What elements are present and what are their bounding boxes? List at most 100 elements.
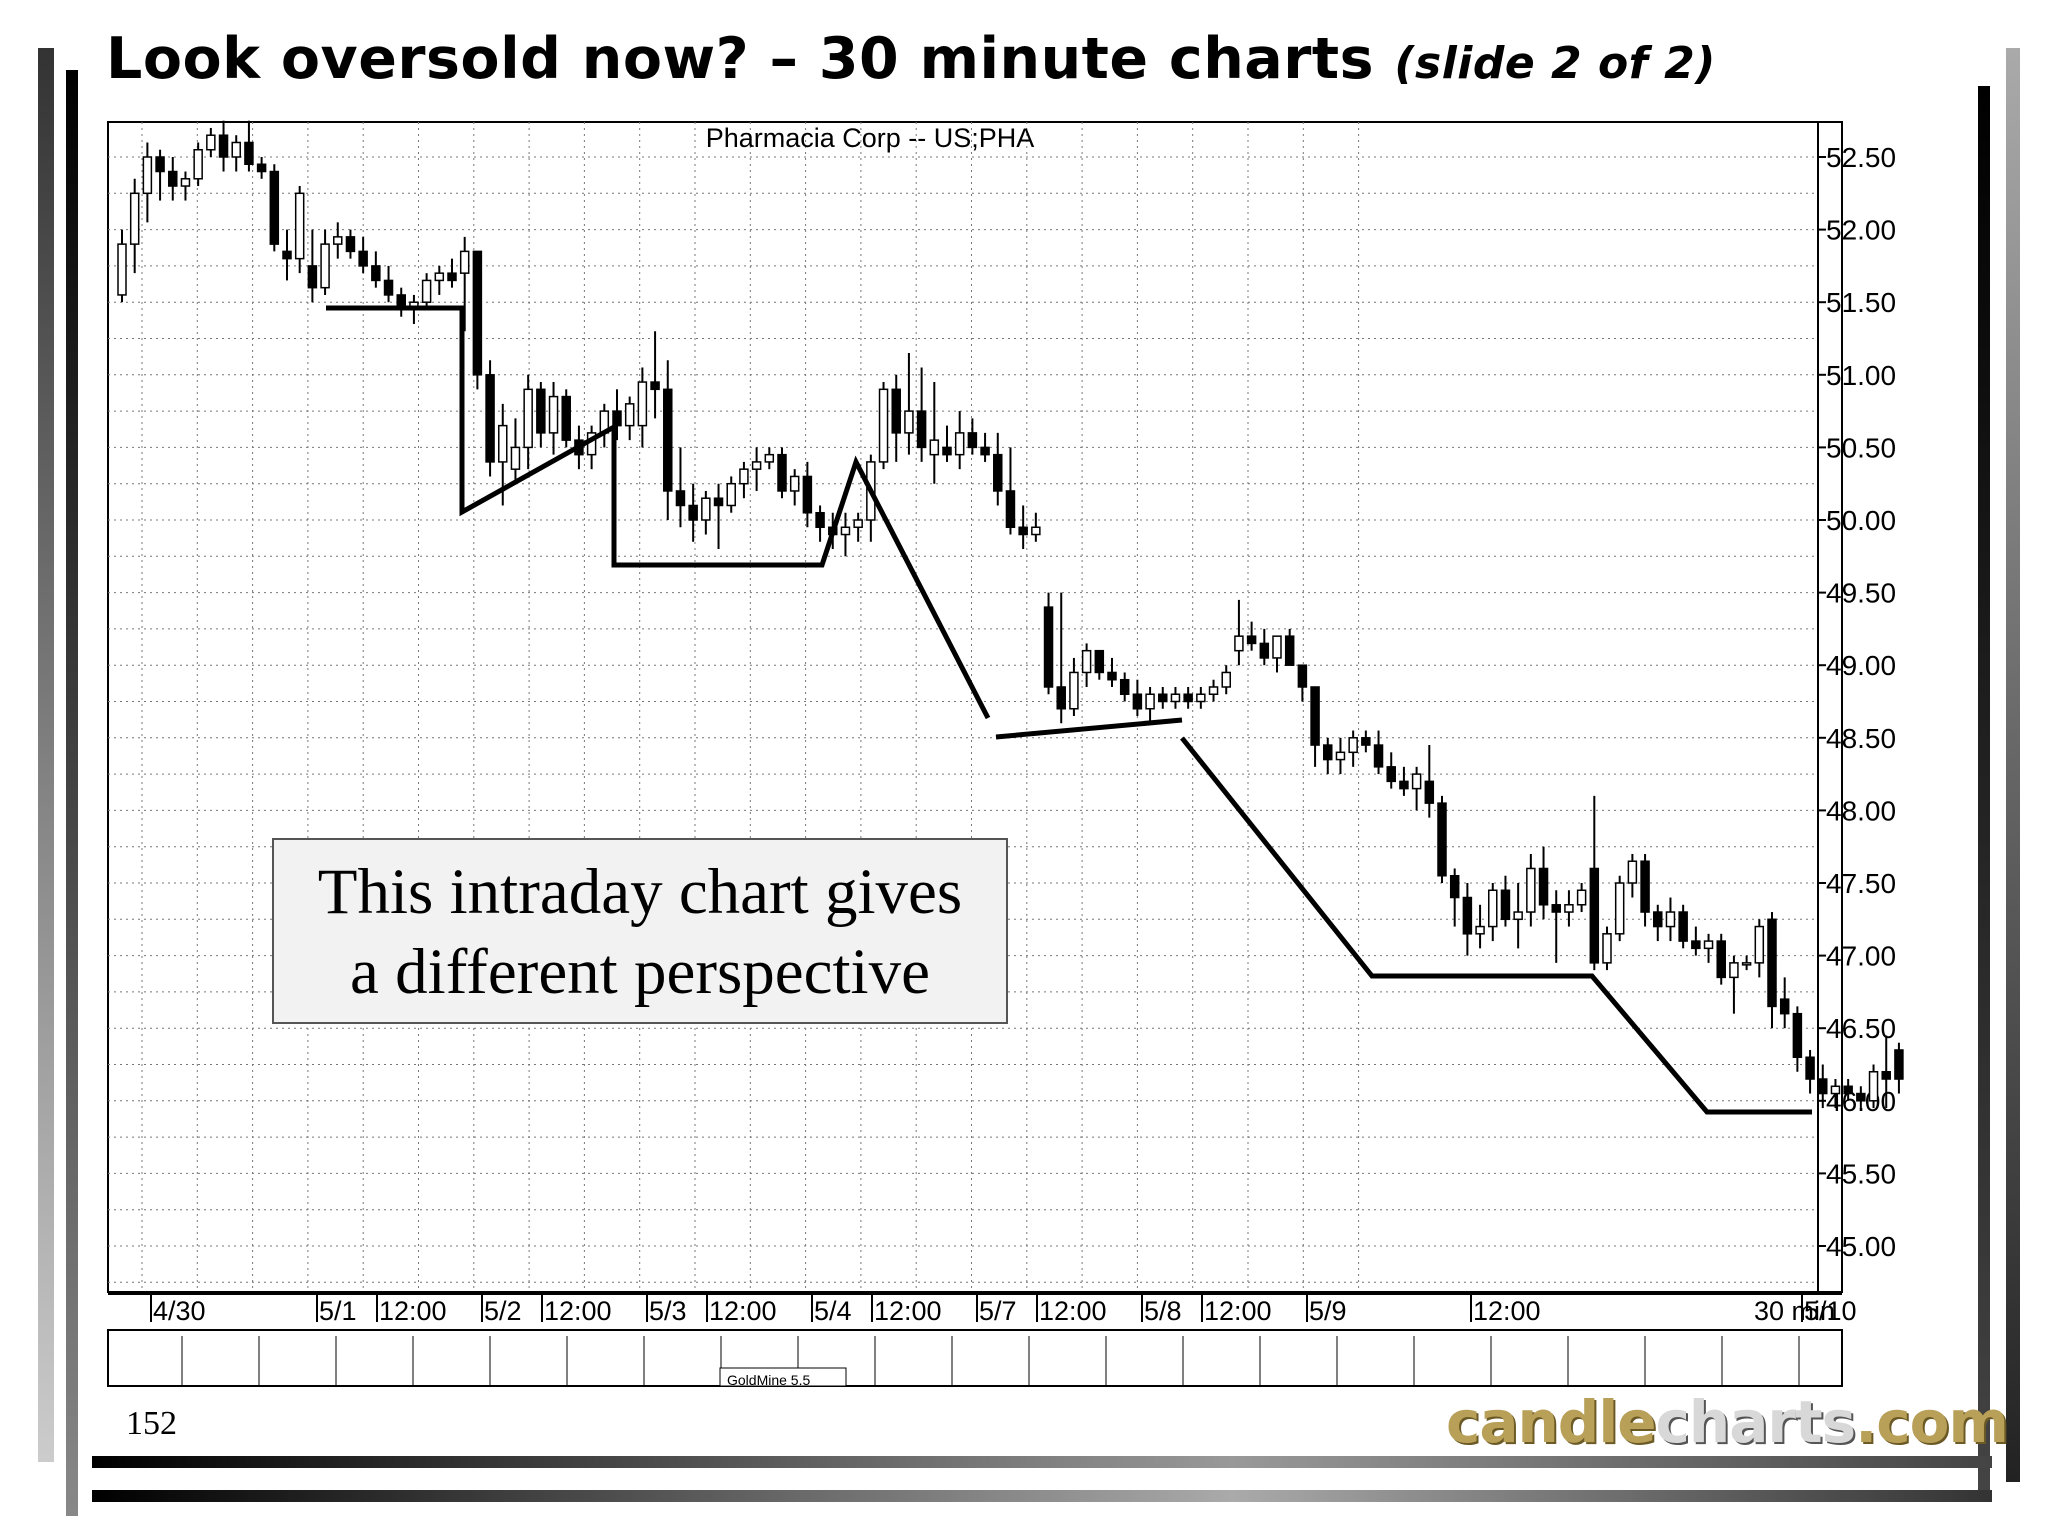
y-tick-label: 45.00 bbox=[1826, 1231, 1896, 1262]
chart-title: Pharmacia Corp -- US;PHA bbox=[706, 123, 1035, 153]
candle-body bbox=[1272, 635, 1282, 659]
slide-title-main: Look oversold now? – 30 minute charts bbox=[106, 26, 1375, 92]
candle-body bbox=[1335, 751, 1346, 761]
candle-body bbox=[333, 236, 343, 245]
candle-body bbox=[1069, 671, 1079, 710]
bottom-bar-2 bbox=[92, 1490, 1992, 1502]
candle-body bbox=[307, 265, 318, 289]
candle-body bbox=[1868, 1071, 1879, 1102]
candle-body bbox=[1158, 693, 1168, 703]
candle-body bbox=[383, 279, 394, 296]
candle-body bbox=[498, 424, 508, 463]
candle-body bbox=[1259, 642, 1270, 659]
candle-body bbox=[853, 519, 863, 529]
candle-body bbox=[1208, 686, 1219, 695]
candle-body bbox=[1500, 889, 1511, 921]
y-tick-label: 48.50 bbox=[1826, 723, 1896, 754]
candle-body bbox=[891, 388, 901, 434]
y-tick-label: 50.50 bbox=[1826, 432, 1896, 463]
candle-body bbox=[117, 243, 127, 296]
candle-body bbox=[1284, 635, 1295, 666]
candle-body bbox=[1856, 1092, 1866, 1102]
y-tick-label: 52.00 bbox=[1826, 215, 1896, 246]
candlecharts-logo: candlecharts.com bbox=[1446, 1388, 2009, 1456]
candle-body bbox=[1411, 773, 1422, 790]
x-tick-label: 5/1 bbox=[319, 1296, 357, 1326]
candle-body bbox=[1894, 1049, 1904, 1080]
page-number: 152 bbox=[126, 1405, 177, 1442]
candle-body bbox=[650, 381, 660, 391]
candle-body bbox=[1691, 940, 1701, 950]
candle-body bbox=[1818, 1078, 1828, 1095]
candle-body bbox=[206, 134, 216, 151]
candle-body bbox=[142, 156, 153, 195]
candle-body bbox=[155, 156, 165, 173]
candle-body bbox=[1653, 911, 1663, 928]
x-tick-label: 5/8 bbox=[1144, 1296, 1182, 1326]
candle-body bbox=[510, 446, 521, 470]
candle-body bbox=[1462, 896, 1473, 935]
right-bar-inner bbox=[1978, 86, 1990, 1492]
x-tick-label: 12:00 bbox=[1473, 1296, 1541, 1326]
candle-body bbox=[980, 446, 990, 456]
candle-body bbox=[726, 482, 736, 507]
candle-body bbox=[421, 279, 432, 303]
candle-body bbox=[612, 410, 622, 427]
candle-body bbox=[1018, 526, 1028, 536]
candle-body bbox=[447, 272, 457, 282]
candle-body bbox=[1843, 1085, 1853, 1095]
x-tick-label: 5/4 bbox=[814, 1296, 852, 1326]
candle-body bbox=[1564, 904, 1574, 913]
candle-body bbox=[168, 170, 178, 187]
candle-body bbox=[1348, 737, 1358, 754]
candle-body bbox=[129, 192, 140, 245]
candle-body bbox=[1031, 526, 1041, 536]
candle-body bbox=[1703, 940, 1714, 950]
candle-body bbox=[1323, 744, 1333, 761]
chart-frame bbox=[107, 121, 1843, 1293]
candle-body bbox=[1246, 635, 1257, 645]
candle-body bbox=[320, 243, 330, 289]
candle-body bbox=[1119, 678, 1130, 695]
candle-body bbox=[1881, 1071, 1891, 1080]
candle-body bbox=[1373, 744, 1384, 768]
candle-body bbox=[637, 381, 648, 427]
candle-body bbox=[1576, 889, 1587, 906]
candle-body bbox=[1043, 606, 1054, 688]
candle-body bbox=[1513, 911, 1523, 921]
x-tick-label: 12:00 bbox=[544, 1296, 612, 1326]
candle-body bbox=[929, 439, 940, 456]
candle-body bbox=[675, 490, 686, 507]
candle-body bbox=[916, 410, 927, 449]
y-tick-label: 49.50 bbox=[1826, 578, 1896, 609]
x-tick-label: 5/2 bbox=[484, 1296, 522, 1326]
candle-body bbox=[1170, 693, 1181, 703]
candle-body bbox=[1056, 686, 1066, 710]
candle-body bbox=[434, 272, 445, 282]
candle-body bbox=[1614, 882, 1625, 935]
candle-body bbox=[878, 388, 889, 463]
candle-body bbox=[967, 432, 978, 449]
candle-body bbox=[358, 250, 368, 267]
y-tick-label: 51.50 bbox=[1826, 287, 1896, 318]
candle-body bbox=[789, 475, 800, 492]
candle-body bbox=[345, 236, 356, 253]
candle-body bbox=[1196, 693, 1206, 703]
candle-body bbox=[777, 453, 787, 492]
candle-body bbox=[1183, 693, 1193, 703]
candle-body bbox=[1386, 766, 1396, 783]
candle-body bbox=[739, 468, 749, 485]
candle-body bbox=[472, 250, 483, 376]
candle-body bbox=[218, 134, 229, 158]
x-tick-label: 5/10 bbox=[1804, 1296, 1857, 1326]
candle-body bbox=[840, 526, 851, 536]
bottom-bar-1 bbox=[92, 1456, 1992, 1468]
candle-body bbox=[244, 141, 254, 166]
x-tick-label: 12:00 bbox=[1204, 1296, 1272, 1326]
candle-body bbox=[802, 475, 813, 514]
trend-line-annotation bbox=[326, 305, 991, 720]
candle-body bbox=[815, 511, 825, 529]
candle-body bbox=[371, 265, 381, 282]
left-bar-outer bbox=[38, 48, 54, 1462]
candle-body bbox=[1678, 911, 1688, 942]
